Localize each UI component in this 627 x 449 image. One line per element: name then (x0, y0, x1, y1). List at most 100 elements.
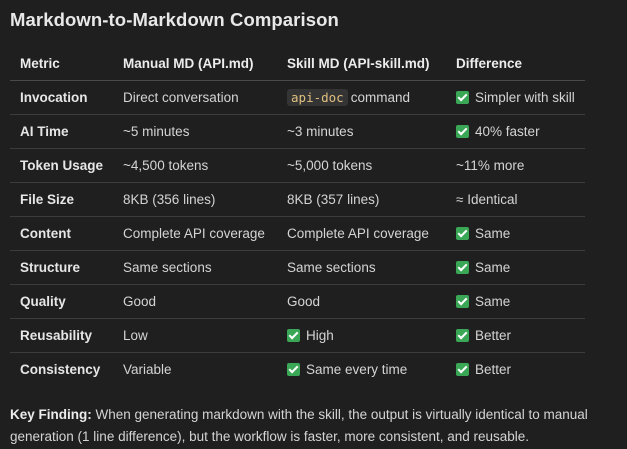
cell-metric: File Size (10, 182, 114, 217)
cell-difference: Same (446, 250, 585, 285)
key-finding: Key Finding: When generating markdown wi… (10, 404, 620, 448)
table-row: Consistency Variable Same every time Better (10, 353, 585, 387)
manual-value: Good (123, 294, 157, 309)
table-row: Quality Good Good Same (10, 284, 585, 319)
metric-label: Invocation (20, 90, 88, 105)
metric-label: Content (20, 226, 71, 241)
skill-value: Complete API coverage (287, 226, 429, 241)
cell-metric: Invocation (10, 80, 114, 115)
cell-difference: 40% faster (446, 114, 585, 149)
difference-value: Same (475, 260, 511, 275)
check-mark-icon (456, 91, 470, 104)
check-mark-icon (287, 363, 301, 376)
cell-metric: Token Usage (10, 148, 114, 183)
manual-value: Direct conversation (123, 90, 239, 105)
cell-skill: ~5,000 tokens (277, 148, 447, 183)
skill-command-code: api-doc (287, 89, 348, 106)
manual-value: ~4,500 tokens (123, 158, 209, 173)
cell-manual: Direct conversation (113, 80, 278, 115)
table-row: Token Usage ~4,500 tokens ~5,000 tokens ~11… (10, 148, 585, 183)
cell-skill: Complete API coverage (277, 216, 447, 251)
difference-value: Same (475, 294, 511, 309)
difference-value: Better (475, 362, 512, 377)
metric-label: AI Time (20, 124, 69, 139)
difference-value: ~11% more (456, 158, 525, 173)
table-row: AI Time ~5 minutes ~3 minutes 40% faster (10, 114, 585, 149)
check-mark-icon (287, 329, 301, 342)
table-body: Invocation Direct conversation api-doc comm… (10, 80, 585, 387)
cell-difference: Simpler with skill (446, 80, 585, 115)
cell-metric: AI Time (10, 114, 114, 149)
cell-skill: High (277, 318, 447, 353)
key-finding-label: Key Finding: (10, 406, 92, 422)
manual-value: Complete API coverage (123, 226, 265, 241)
manual-value: Same sections (123, 260, 212, 275)
cell-metric: Structure (10, 250, 114, 285)
check-mark-icon (456, 295, 470, 308)
cell-metric: Consistency (10, 353, 113, 387)
key-finding-text: When generating markdown with the skill,… (10, 406, 588, 444)
cell-metric: Content (10, 216, 114, 251)
cell-manual: Low (113, 318, 278, 353)
table-row: Invocation Direct conversation api-doc comm… (10, 80, 585, 115)
metric-label: Quality (20, 294, 66, 309)
cell-skill: Same every time (277, 353, 446, 387)
difference-value: ≈ Identical (456, 192, 518, 207)
skill-value: 8KB (357 lines) (287, 192, 380, 207)
check-mark-icon (456, 261, 470, 274)
cell-skill: api-doc command (277, 80, 447, 115)
cell-manual: Complete API coverage (113, 216, 278, 251)
difference-value: Simpler with skill (475, 90, 575, 105)
cell-metric: Quality (10, 284, 114, 319)
metric-label: Reusability (20, 328, 93, 343)
cell-metric: Reusability (10, 318, 114, 353)
metric-label: Token Usage (20, 158, 104, 173)
cell-manual: 8KB (356 lines) (113, 182, 278, 217)
header-difference: Difference (446, 46, 585, 81)
manual-value: Variable (123, 362, 172, 377)
cell-difference: ~11% more (446, 148, 585, 183)
metric-label: Structure (20, 260, 81, 275)
cell-manual: Same sections (113, 250, 278, 285)
cell-skill: 8KB (357 lines) (277, 182, 447, 217)
table-header-row: Metric Manual MD (API.md) Skill MD (API-… (10, 46, 585, 81)
page-title: Markdown-to-Markdown Comparison (10, 9, 339, 30)
manual-value: Low (123, 328, 148, 343)
skill-value: ~3 minutes (287, 124, 354, 139)
metric-label: Consistency (20, 362, 101, 377)
skill-value: Good (287, 294, 321, 309)
skill-value: ~5,000 tokens (287, 158, 373, 173)
difference-value: Same (475, 226, 511, 241)
cell-difference: Same (446, 216, 585, 251)
cell-difference: Same (446, 284, 585, 319)
table-row: Reusability Low High Better (10, 318, 585, 353)
header-manual: Manual MD (API.md) (113, 46, 278, 81)
skill-value: command (350, 90, 410, 105)
cell-difference: Better (446, 353, 585, 387)
manual-value: ~5 minutes (123, 124, 190, 139)
cell-skill: Good (277, 284, 447, 319)
comparison-table: Metric Manual MD (API.md) Skill MD (API-… (10, 46, 585, 386)
skill-value: High (306, 328, 334, 343)
cell-manual: ~4,500 tokens (113, 148, 278, 183)
cell-manual: ~5 minutes (113, 114, 278, 149)
cell-manual: Good (113, 284, 278, 319)
cell-manual: Variable (113, 353, 277, 387)
cell-skill: ~3 minutes (277, 114, 447, 149)
difference-value: 40% faster (475, 124, 540, 139)
header-metric: Metric (10, 46, 114, 81)
check-mark-icon (456, 227, 470, 240)
difference-value: Better (475, 328, 512, 343)
cell-skill: Same sections (277, 250, 447, 285)
table-row: Structure Same sections Same sections Same (10, 250, 585, 285)
cell-difference: Better (446, 318, 585, 353)
cell-difference: ≈ Identical (446, 182, 585, 217)
manual-value: 8KB (356 lines) (123, 192, 216, 207)
skill-value: Same sections (287, 260, 376, 275)
table-row: File Size 8KB (356 lines) 8KB (357 lines) ≈… (10, 182, 585, 217)
metric-label: File Size (20, 192, 75, 207)
check-mark-icon (456, 363, 470, 376)
skill-value: Same every time (306, 362, 408, 377)
header-skill: Skill MD (API-skill.md) (277, 46, 447, 81)
